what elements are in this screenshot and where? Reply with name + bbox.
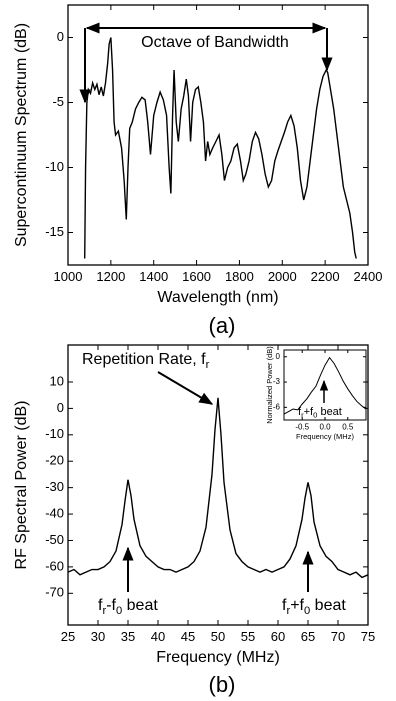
x-tick-label: -0.5	[295, 423, 309, 432]
x-tick-label: 0.0	[319, 423, 331, 432]
chart-1: 25 30 35 40 45 50 55 60 65 70 75100-10-20-30-40-50…	[13, 344, 375, 697]
annotation: Octave of Bandwidth	[141, 34, 289, 51]
annotation-text: f	[282, 597, 287, 614]
y-axis-label: Normalized Power (dB)	[265, 346, 274, 424]
y-tick-label: -40	[45, 505, 64, 520]
plot-frame	[67, 344, 369, 626]
plot-frame	[67, 4, 369, 266]
y-tick-label: -60	[45, 558, 64, 573]
x-tick-label: 40	[151, 629, 165, 644]
y-tick-label: -70	[45, 585, 64, 600]
annotation-text: +f	[304, 406, 314, 418]
annotation-subscript: r	[286, 605, 290, 617]
rep-rate-arrow	[157, 371, 214, 405]
annotation-text: f	[298, 406, 302, 418]
x-tick-label: 30	[91, 629, 105, 644]
annotation: Repetition Rate, fr	[82, 351, 210, 371]
y-tick-label: -6	[273, 402, 281, 411]
y-axis-label: RF Spectral Power (dB)	[13, 401, 30, 570]
x-tick-label: 1200	[96, 269, 125, 284]
spectrum-line	[68, 397, 368, 579]
x-tick-label: 1800	[225, 269, 254, 284]
x-tick-label: 2400	[354, 269, 383, 284]
x-tick-label: 35	[121, 629, 135, 644]
annotation-arrows	[79, 22, 333, 592]
chart-0: 1000 1200 1400 1600 1800 2000 2200 2400 0 -5 -10 -1…	[13, 4, 383, 338]
x-tick-label: 50	[211, 629, 225, 644]
x-axis-label: Wavelength (nm)	[157, 289, 278, 306]
y-tick-label: -10	[45, 159, 64, 174]
y-tick-label: 0	[276, 352, 281, 361]
annotation-text: beat	[317, 406, 341, 418]
annotation-subscript: r	[206, 359, 210, 371]
y-tick-label: 10	[50, 373, 64, 388]
x-tick-label: 1000	[54, 269, 83, 284]
annotation-text: Repetition Rate, f	[82, 351, 206, 368]
annotation: fr-f0 beat	[98, 597, 158, 617]
x-tick-label: 25	[61, 629, 75, 644]
annotation-subscript: 0	[313, 410, 317, 419]
y-tick-label: -20	[45, 453, 64, 468]
panel-label: (a)	[209, 313, 236, 338]
y-tick-label: -10	[45, 426, 64, 441]
spectrum-line	[284, 356, 366, 415]
panel-label: (b)	[209, 672, 236, 697]
x-tick-label: 60	[271, 629, 285, 644]
y-tick-label: -5	[52, 94, 64, 109]
x-tick-label: 0.5	[342, 423, 354, 432]
x-tick-label: 65	[301, 629, 315, 644]
spectrum-line	[84, 37, 357, 259]
x-tick-label: 70	[331, 629, 345, 644]
x-tick-label: 2200	[311, 269, 340, 284]
y-tick-label: 0	[57, 400, 64, 415]
x-axis-label: Frequency (MHz)	[156, 649, 280, 666]
y-tick-label: -15	[45, 224, 64, 239]
annotation-subscript: 0	[304, 605, 310, 617]
annotation-subscript: 0	[116, 605, 122, 617]
annotation-text: beat	[310, 597, 346, 614]
y-axis-label: Supercontinuum Spectrum (dB)	[13, 23, 30, 247]
annotation-text: -f	[106, 597, 116, 614]
x-tick-label: 1600	[182, 269, 211, 284]
x-tick-label: 45	[181, 629, 195, 644]
annotation-subscript: r	[301, 410, 304, 419]
x-tick-label: 75	[361, 629, 375, 644]
y-tick-label: -30	[45, 479, 64, 494]
y-tick-label: -50	[45, 532, 64, 547]
x-tick-label: 55	[241, 629, 255, 644]
annotation-text: Octave of Bandwidth	[141, 34, 289, 51]
annotation-text: beat	[122, 597, 158, 614]
annotation: fr+f0 beat	[282, 597, 346, 617]
y-tick-label: -3	[273, 377, 281, 386]
x-axis-label: Frequency (MHz)	[296, 432, 354, 441]
x-tick-label: 2000	[268, 269, 297, 284]
annotation-subscript: r	[102, 605, 106, 617]
annotation: fr+f0 beat	[298, 406, 342, 419]
annotation-text: +f	[290, 597, 304, 614]
x-tick-label: 1400	[139, 269, 168, 284]
y-tick-label: 0	[57, 29, 64, 44]
plot-frame	[283, 349, 367, 421]
annotation-text: f	[98, 597, 103, 614]
